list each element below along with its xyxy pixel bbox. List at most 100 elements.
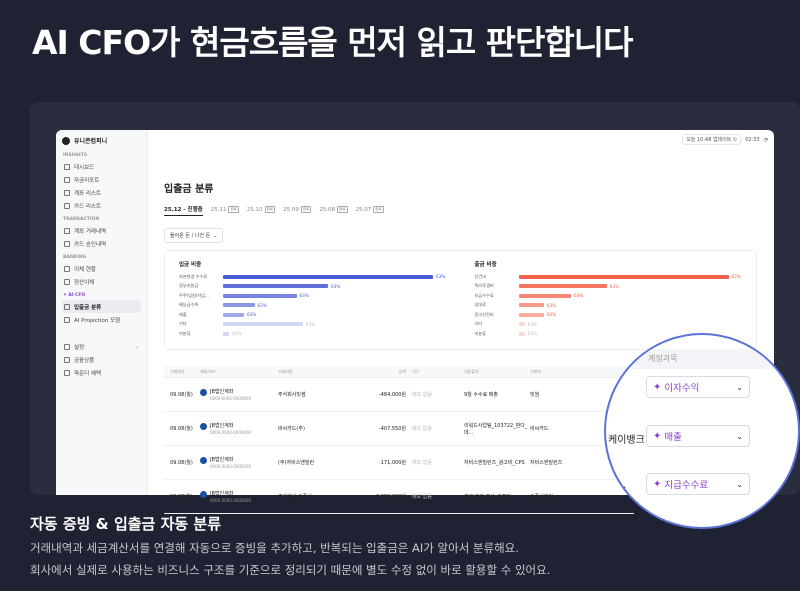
product-icon [64,356,70,363]
ratio-row: 정부지원금 63% [179,282,447,292]
sidebar-item-dashboard[interactable]: 대시보드 [62,160,141,173]
ratio-bar [223,274,433,279]
sidebar-item-settlement-transfer[interactable]: 정산이체 [62,275,141,288]
projection-icon [64,316,70,323]
ratio-label: 정부지원금 [179,283,199,289]
ratio-row: 자본변경 수수료 63% [179,272,447,282]
cell-date: 09.08(월) [170,460,193,466]
update-button[interactable]: 오늘 10:48 업데이트 ↻ [682,134,742,145]
cell-vendor: 비씨카드(주) [278,426,305,432]
table-row[interactable]: 09.08(월) JB법인계좌 0000-0000-0000000 주식회사 오픈서 -… [164,480,634,514]
caption-line: 거래내역과 세금계산서를 연결해 자동으로 증빙을 추가하고, 반복되는 입출금… [30,541,519,555]
tab-period[interactable]: 25.08 완료 [319,206,348,213]
ratio-bar [223,322,303,327]
sidebar-item-founder-benefits[interactable]: 파운더 혜택 [62,366,141,379]
card-approval-icon [64,240,70,247]
sidebar-item-account-list[interactable]: 계좌 리스트 [62,186,141,199]
sidebar-item-fund-report[interactable]: 자금리포트 [62,173,141,186]
table-row[interactable]: 09.08(월) JB법인계좌 0000-0000-0000000 주식회사빗썸 -48… [164,378,634,412]
transactions-table: 거래일자 계좌/카드 거래처명 금액 메모 내용출처 거래처 09.08(월) J… [164,366,634,514]
ratio-row: 복리후생비 63% [475,282,743,292]
classification-icon [64,303,70,310]
ratio-bar [518,274,729,279]
tab-period[interactable]: 25.07 완료 [355,206,384,213]
sidebar-item-transfer-status[interactable]: 이체 현황 [62,262,141,275]
cell-amount: -3,355,000원 [374,494,406,500]
flow-filter-dropdown[interactable]: 들어온 돈 / 나간 돈 ⌄ [164,228,224,243]
category-select[interactable]: ✦ 매출 ⌄ [646,425,750,447]
account-icon [64,189,70,196]
caption-title: 자동 증빙 & 입출금 자동 분류 [30,515,221,533]
category-select[interactable]: ✦ 지급수수료 ⌄ [646,473,750,495]
ratio-label: 배당금수취 [179,302,199,308]
card-icon [64,202,70,209]
sidebar-item-card-list[interactable]: 카드 리스트 [62,199,141,212]
ratio-row: 매출 63% [179,310,447,320]
ratio-label: 기타 [474,321,483,327]
cell-vendor: 주식회사 오픈서 [278,494,312,500]
ratio-label: 지급수수료 [474,292,494,298]
sparkle-icon: ✦ [653,478,662,490]
settlement-icon [64,278,70,285]
ratio-row: 지급수수료 63% [475,291,743,301]
session-timer: 02:33 [745,136,760,143]
ratio-bar [518,293,571,298]
cell-account: JB법인계좌 0000-0000-0000000 [200,490,278,503]
ratio-label: 기타 [179,321,187,327]
tab-period[interactable]: 25.11 완료 [210,206,239,213]
cell-account: JB법인계좌 0000-0000-0000000 [200,422,278,435]
report-icon [64,176,70,183]
cell-amount: -484,000원 [378,392,406,398]
ratio-bar [223,293,297,298]
sidebar-item-account-transactions[interactable]: 계좌 거래내역 [62,224,141,237]
sidebar-item-ai-projection[interactable]: AI Projection 모형 [62,313,141,326]
cell-source: 광고 효과 조사_리포트 [464,494,512,500]
main-content: 입출금 분류 25.12 - 진행중 25.11 완료 25.10 완료 25.09… [164,180,764,243]
status-badge: 완료 [264,206,276,213]
ratio-label: 자본변경 수수료 [179,273,208,279]
ratio-row: 임대료 63% [475,301,743,311]
sidebar-item-card-approvals[interactable]: 카드 승인내역 [62,237,141,250]
cell-counterpart: 자비스앤빌런즈 [530,460,563,466]
row-label: 음식 [608,487,627,498]
period-tabs: 25.12 - 진행중 25.11 완료 25.10 완료 25.09 완료 25.0… [164,205,764,216]
table-row[interactable]: 09.08(월) JB법인계좌 0000-0000-0000000 비씨카드(주) -4… [164,412,634,446]
sidebar-item-financial-products[interactable]: 금융상품 [62,353,141,366]
ratio-percent: 63% [731,274,741,280]
cell-memo[interactable]: 메모 없음 [412,426,432,432]
cell-source: 리워드사업팀_103722_판다_데... [464,422,528,436]
expense-ratio: 출금 비중 인건비 63% 복리후생비 63% 지급수수료 63% 임대료 63% 광고선전비 6… [461,251,757,349]
ratio-bar [518,303,544,308]
caption-line: 회사에서 실제로 사용하는 비즈니스 구조를 기준으로 정리되기 때문에 별도 … [30,563,551,577]
tab-period[interactable]: 25.09 완료 [283,206,312,213]
brand-name: 유니콘컴퍼니 [74,138,108,145]
user-avatar-icon[interactable]: ◔ [763,136,768,143]
ratio-label: 미분류 [474,330,487,336]
brand[interactable]: 유니콘컴퍼니 [62,136,141,145]
cell-memo[interactable]: 메모 없음 [412,494,432,500]
category-select[interactable]: ✦ 이자수익 ⌄ [646,376,750,398]
sidebar-item-classification[interactable]: 입출금 분류 [62,300,141,313]
tab-period[interactable]: 25.12 - 진행중 [164,205,203,216]
sparkle-icon: ✦ [653,381,662,393]
cell-memo[interactable]: 메모 없음 [412,392,432,398]
ratio-label: 매출 [179,311,187,317]
ratio-label: 광고선전비 [474,311,494,317]
chevron-down-icon: ⌄ [736,382,743,392]
sidebar-item-settings[interactable]: 설정 ⌄ [62,340,141,353]
cell-memo[interactable]: 메모 없음 [412,460,432,466]
chevron-down-icon: ⌄ [134,343,139,350]
headline: AI CFO가 현금흐름을 먼저 읽고 판단합니다 [32,23,633,62]
bank-logo-icon [200,490,207,498]
cell-counterpart: 빗썸 [530,392,540,398]
ratio-row: 기타 63% [179,320,447,330]
ratio-row: 기타 63% [475,320,743,330]
table-row[interactable]: 09.08(월) JB법인계좌 0000-0000-0000000 (주)자비스앤빌런… [164,446,634,480]
ratio-percent: 63% [436,274,446,280]
cell-source: 자비스앤빌런즈_광고비_CPS [464,460,525,466]
status-badge: 완료 [300,206,312,213]
section-banking: BANKING [63,255,87,260]
ratio-bar [223,312,244,317]
ratio-row: 배당금수취 63% [179,301,447,311]
tab-period[interactable]: 25.10 완료 [246,206,276,213]
